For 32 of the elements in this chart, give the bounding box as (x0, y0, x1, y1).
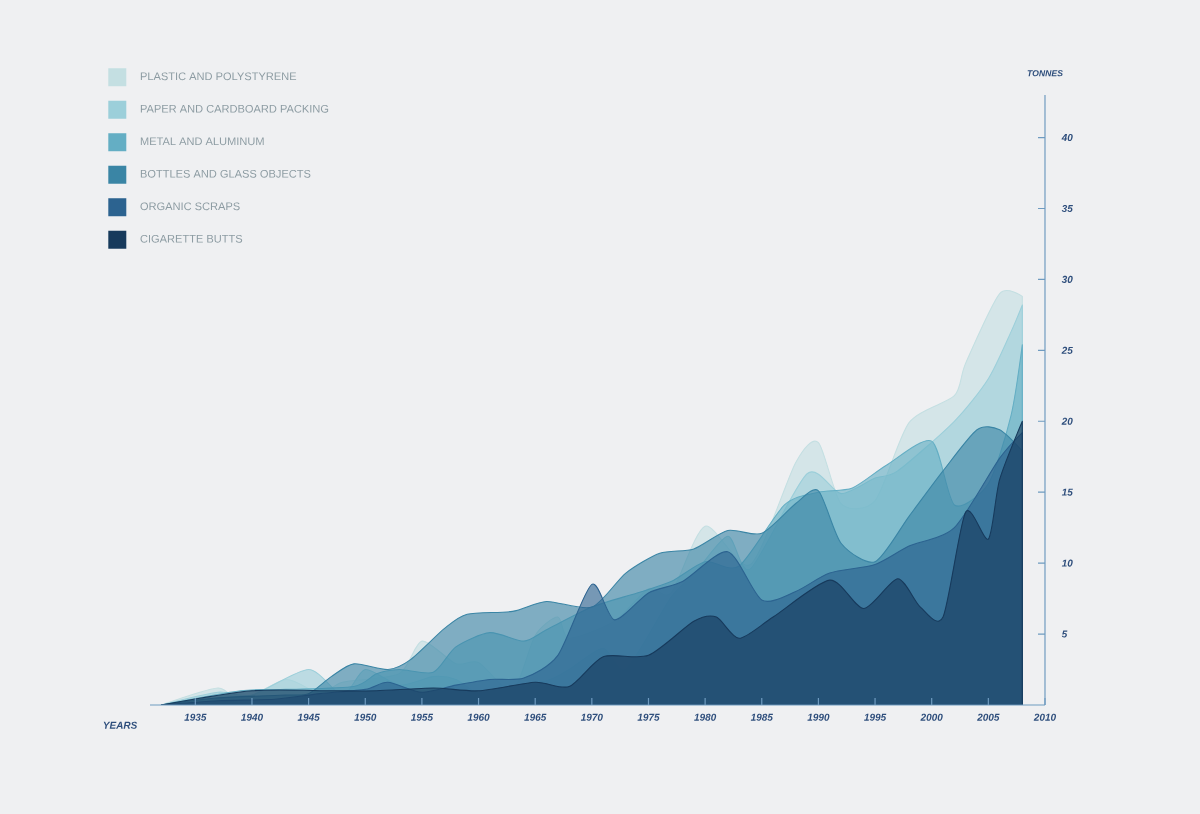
legend-label: PLASTIC AND POLYSTYRENE (140, 72, 297, 81)
y-tick-label: 40 (1061, 134, 1073, 142)
x-tick-label: 1980 (694, 713, 717, 721)
x-tick-label: 2005 (977, 713, 1000, 721)
legend-label: CIGARETTE BUTTS (140, 234, 243, 243)
y-axis-title: TONNES (1027, 70, 1063, 77)
x-tick-label: 1940 (241, 713, 263, 721)
y-tick-label: 15 (1061, 488, 1073, 496)
y-tick-label: 5 (1061, 630, 1068, 638)
x-tick-label: 1945 (297, 713, 320, 721)
y-tick-label: 35 (1061, 204, 1073, 213)
x-tick-label: 1950 (354, 713, 377, 721)
legend-label: BOTTLES AND GLASS OBJECTS (140, 169, 311, 178)
y-tick-label: 10 (1061, 559, 1073, 567)
x-tick-label: 2000 (920, 713, 943, 721)
x-tick-label: 1935 (184, 713, 207, 721)
y-tick-label: 30 (1061, 275, 1073, 283)
y-tick-label: 20 (1061, 417, 1073, 425)
x-tick-label: 1965 (524, 713, 547, 721)
x-tick-label: 1995 (864, 713, 887, 721)
legend-label: METAL AND ALUMINUM (140, 137, 264, 146)
x-tick-label: 1970 (580, 713, 603, 721)
x-tick-label: 2010 (1033, 713, 1056, 721)
x-tick-label: 1990 (807, 713, 830, 721)
legend-label: ORGANIC SCRAPS (140, 202, 240, 211)
x-axis-title: YEARS (103, 721, 138, 729)
x-tick-label: 1955 (410, 713, 434, 721)
x-tick-label: 1985 (750, 713, 773, 721)
legend-label: PAPER AND CARDBOARD PACKING (140, 104, 329, 113)
x-tick-label: 1975 (637, 713, 660, 721)
x-tick-label: 1960 (467, 713, 490, 721)
y-tick-label: 25 (1061, 346, 1073, 354)
